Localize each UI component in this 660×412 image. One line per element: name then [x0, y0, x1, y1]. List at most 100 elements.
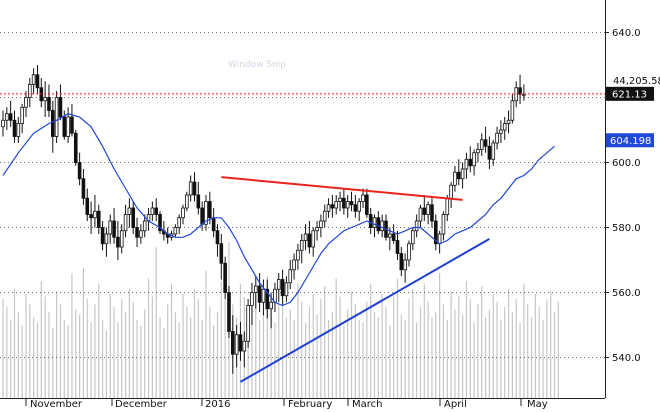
candle-body [123, 214, 128, 232]
x-tick-label: February [288, 399, 332, 410]
x-tick-label: 2016 [205, 399, 230, 410]
candle-body [476, 149, 480, 154]
candle-body [495, 132, 499, 144]
candle-body [506, 119, 511, 124]
candle-body [181, 207, 185, 219]
candle-body [269, 301, 273, 310]
overlay-layer [0, 93, 605, 383]
candle-body [411, 230, 415, 245]
candle-body [422, 207, 427, 215]
candle-body [28, 84, 32, 98]
candle-body [430, 204, 434, 222]
candle-body [139, 230, 143, 238]
candle-body [407, 243, 411, 261]
candle-body [77, 162, 82, 180]
candle-body [468, 158, 473, 167]
price-tag-bg [606, 86, 654, 101]
candle-body [246, 305, 250, 342]
x-tick-label: December [115, 399, 168, 410]
candle-body [96, 210, 101, 228]
candle-body [280, 279, 285, 297]
y-tick-label: 560.0 [612, 288, 641, 299]
x-tick-label: April [444, 399, 467, 410]
candle-body [403, 259, 407, 271]
x-tick-label: May [527, 399, 548, 410]
candle-body [510, 100, 515, 121]
candle-body [502, 123, 507, 131]
candle-body [16, 123, 21, 137]
candle-body [131, 207, 136, 228]
candle-body [453, 171, 457, 186]
candle-body [319, 220, 323, 228]
candle-body [518, 87, 522, 95]
candle-body [31, 74, 36, 85]
candle-body [261, 288, 266, 303]
candle-body [150, 207, 155, 215]
candle-body [185, 194, 189, 209]
candle-body [345, 201, 350, 209]
y-tick-label: 540.0 [612, 353, 641, 364]
candle-body [315, 227, 319, 232]
candle-body [85, 197, 90, 215]
candle-body [104, 233, 109, 245]
candle-body [230, 331, 235, 355]
candle-body [5, 113, 9, 121]
candle-body [177, 217, 181, 228]
candle-body [81, 178, 86, 199]
candle-body [223, 262, 227, 293]
candle-body [135, 227, 139, 238]
candle-body [276, 279, 281, 290]
candle-body [376, 217, 381, 232]
candle-body [1, 119, 5, 128]
candle-body [479, 139, 484, 150]
candle-body [108, 220, 113, 235]
candle-body [188, 181, 193, 196]
window-snip-watermark: Window Snip [228, 60, 286, 70]
candle-body [426, 204, 430, 215]
candle-body [200, 207, 204, 225]
x-tick-label: November [30, 399, 83, 410]
candle-body [242, 340, 247, 352]
candle-body [445, 197, 450, 215]
candle-body [296, 249, 300, 261]
candle-body [47, 97, 51, 111]
candle-body [43, 97, 47, 102]
candle-body [395, 240, 400, 254]
candle-body [73, 132, 78, 163]
ma-tag-bg [606, 133, 654, 148]
resistance-trend-line [221, 176, 463, 201]
candle-body [196, 194, 201, 209]
candle-body [483, 139, 488, 147]
candle-body [361, 194, 365, 202]
candle-body [100, 227, 105, 245]
ma-tag-label: 604.198 [610, 136, 651, 147]
price-tag-label: 621.13 [612, 89, 647, 100]
candle-body [227, 292, 231, 332]
candle-body [50, 110, 55, 137]
moving-average-line [2, 113, 555, 307]
candle-body [12, 119, 17, 137]
candle-body [211, 217, 216, 232]
candle-body [449, 184, 453, 199]
candle-body [456, 171, 461, 180]
candle-body [58, 97, 63, 118]
candle-body [127, 207, 132, 215]
candle-body [89, 214, 93, 219]
support-trend-line [239, 238, 490, 383]
candle-body [330, 204, 335, 209]
candle-body [24, 97, 28, 108]
candle-body [204, 201, 208, 225]
candle-body [303, 233, 308, 241]
candle-body [418, 207, 423, 222]
candle-body [215, 230, 220, 245]
candle-body [54, 97, 59, 137]
candle-body [288, 269, 293, 284]
candle-body [334, 201, 339, 209]
candle-body [357, 201, 361, 212]
candle-body [491, 142, 496, 160]
candle-body [119, 230, 124, 248]
candle-body [338, 197, 342, 202]
